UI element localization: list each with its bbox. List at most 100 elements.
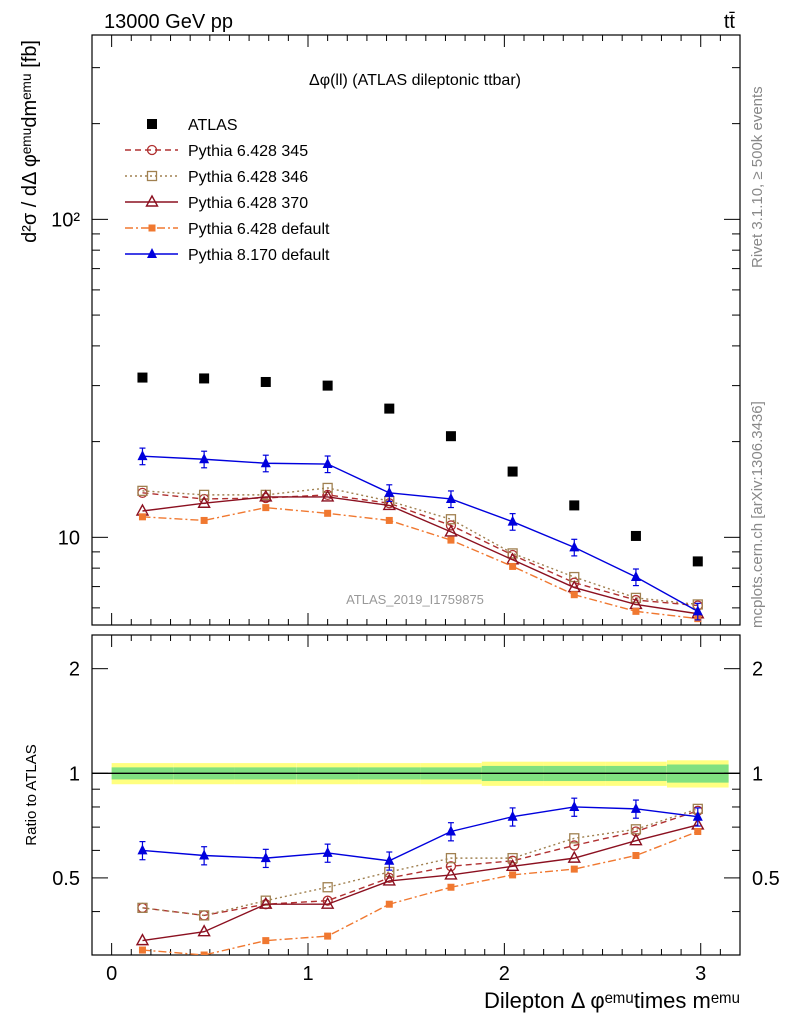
marker-square-open	[198, 489, 210, 501]
marker-square-open	[322, 482, 333, 494]
marker-triangle-open	[382, 497, 396, 511]
legend-label: ATLAS	[188, 117, 238, 134]
ratio-line-p8def	[142, 806, 698, 862]
marker-square-small	[632, 607, 640, 615]
ratio-uncertainty-band	[92, 760, 740, 788]
legend-entry-p8def: Pythia 8.170 default	[125, 247, 330, 264]
marker-square-small	[570, 865, 578, 873]
marker-square-small	[385, 900, 393, 908]
marker-square-open	[445, 852, 457, 864]
legend-label: Pythia 8.170 default	[188, 247, 330, 264]
ratio-series-p6def	[138, 827, 702, 955]
ratio-line-p345	[142, 810, 699, 917]
marker-square-open	[137, 485, 148, 497]
marker-triangle-filled	[199, 453, 210, 464]
marker-triangle-filled	[692, 810, 703, 821]
marker-triangle-open	[567, 850, 581, 863]
legend-label: Pythia 6.428 346	[188, 169, 308, 186]
marker-triangle-filled	[630, 571, 641, 582]
legend-entry-p346: Pythia 6.428 346	[125, 169, 308, 186]
atlas-point	[137, 372, 148, 383]
marker-triangle-filled	[445, 825, 456, 836]
marker-triangle-filled	[322, 846, 333, 857]
marker-circle-open	[445, 520, 457, 531]
marker-square-small	[262, 504, 270, 512]
legend: ATLAS Pythia 6.428 345 Pythia 6.428 346 Pyt…	[125, 117, 330, 264]
y-tick-label: 10²	[51, 209, 80, 231]
y-tick-label: 10	[58, 527, 80, 549]
marker-triangle-open	[259, 896, 273, 909]
atlas-point	[630, 530, 641, 541]
series-atlas	[137, 372, 703, 567]
atlas-point	[569, 500, 580, 511]
atlas-point	[384, 403, 395, 414]
top-y-axis-label: d²σ / dΔ φᵉᵐᵘdmᵉᵐᵘ [fb]	[19, 40, 41, 243]
ratio-panel-frame	[91, 634, 741, 956]
axis-ticks: 0 1 2 3 10 10² 0.5 0.5 1 1 2 2	[51, 35, 780, 985]
marker-triangle-filled	[260, 457, 271, 468]
marker-triangle-open	[444, 867, 458, 880]
marker-square-open	[260, 895, 271, 906]
marker-square-small	[138, 513, 146, 521]
analysis-watermark: ATLAS_2019_I1759875	[346, 592, 484, 607]
ratio-series-p8def	[137, 797, 703, 871]
marker-square-open	[507, 852, 518, 864]
x-tick-label: 1	[302, 963, 313, 985]
marker-square-open	[569, 833, 580, 844]
marker-triangle-filled	[569, 800, 580, 811]
series-line-p345	[142, 492, 698, 607]
marker-square-open	[322, 882, 333, 893]
marker-square-open	[198, 910, 210, 921]
process-label: tt̄	[724, 11, 736, 33]
rivet-version-label: Rivet 3.1.10, ≥ 500k events	[749, 86, 766, 268]
ratio-y-tick-label: 1	[69, 763, 80, 785]
marker-square-small	[509, 871, 517, 879]
marker-square-small	[200, 951, 208, 955]
marker-square-small	[262, 937, 270, 945]
series-line-p6def	[142, 506, 698, 620]
marker-triangle-filled	[507, 515, 518, 526]
marker-triangle-filled	[569, 541, 580, 552]
energy-label: 13000 GeV pp	[104, 11, 233, 33]
marker-triangle-filled	[199, 849, 210, 860]
legend-label: Pythia 6.428 default	[188, 221, 330, 238]
marker-square-small	[509, 562, 517, 570]
marker-square-open	[507, 548, 518, 559]
marker-triangle-open	[197, 495, 211, 508]
marker-triangle-filled	[445, 492, 456, 503]
marker-square-small	[447, 536, 455, 544]
marker-square-small	[385, 516, 393, 524]
marker-triangle-open	[135, 933, 150, 946]
marker-triangle-open	[320, 896, 335, 909]
mcplots-label: mcplots.cern.ch [arXiv:1306.3436]	[749, 401, 766, 628]
marker-triangle-filled	[137, 450, 148, 461]
series-p8def	[137, 447, 703, 621]
marker-circle-open	[569, 840, 580, 851]
x-tick-label: 3	[695, 963, 706, 985]
marker-triangle-open	[320, 489, 335, 502]
ratio-y-tick-label: 2	[69, 659, 80, 681]
marker-square-small	[200, 516, 208, 524]
marker-triangle-filled	[384, 854, 395, 865]
marker-triangle-filled	[137, 844, 148, 855]
marker-square-open	[146, 170, 158, 182]
ratio-y-tick-label-right: 1	[752, 763, 763, 785]
atlas-point	[445, 431, 456, 442]
marker-triangle-filled	[322, 458, 333, 469]
marker-square-small	[694, 827, 702, 835]
series-line-p8def	[142, 455, 699, 612]
marker-circle-open	[384, 872, 395, 884]
marker-square-open	[445, 514, 457, 525]
marker-triangle-open	[259, 489, 273, 502]
plot-title: Δφ(ll) (ATLAS dileptonic ttbar)	[309, 72, 521, 89]
series-line-p346	[142, 487, 698, 606]
marker-square-small	[148, 224, 156, 232]
x-axis-label: Dilepton Δ φᵉᵐᵘtimes mᵉᵐᵘ	[484, 988, 740, 1013]
legend-entry-p6def: Pythia 6.428 default	[125, 221, 330, 238]
legend-entry-p370: Pythia 6.428 370	[125, 194, 308, 212]
main-panel-frame	[91, 34, 741, 626]
marker-circle-open	[146, 144, 158, 156]
marker-triangle-filled	[630, 802, 641, 813]
